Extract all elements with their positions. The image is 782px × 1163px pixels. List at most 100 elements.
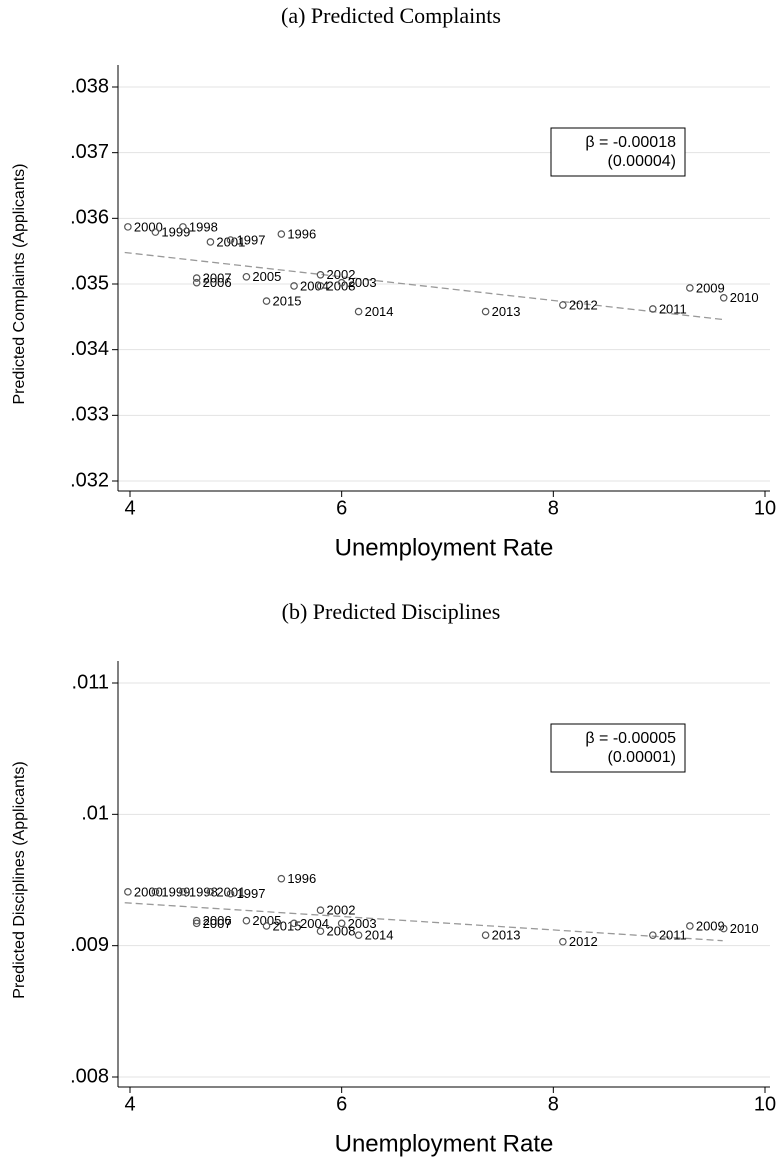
point-label: 2013 <box>492 928 521 943</box>
point-label: 2014 <box>365 928 394 943</box>
point <box>277 874 286 883</box>
point-label: 2010 <box>730 921 759 936</box>
point-label: 1998 <box>189 219 218 234</box>
point-label: 2007 <box>203 271 232 286</box>
annotation-box <box>550 127 686 177</box>
point <box>354 307 363 316</box>
y-axis-label: Predicted Disciplines (Applicants) <box>11 761 28 998</box>
x-tick-label: 10 <box>754 497 776 519</box>
point <box>481 307 490 316</box>
x-tick-label: 6 <box>336 497 347 519</box>
point <box>719 293 728 302</box>
point-label: 2004 <box>300 916 329 931</box>
point <box>277 230 286 238</box>
point-label: 2004 <box>300 278 329 293</box>
point <box>649 305 657 313</box>
point-label: 2002 <box>327 267 356 282</box>
point <box>179 888 187 896</box>
point <box>290 282 298 290</box>
point-label: 2009 <box>696 918 725 933</box>
point-label: 2006 <box>203 275 232 290</box>
point-label: 1996 <box>287 871 316 886</box>
x-tick-label: 4 <box>124 1093 135 1115</box>
point <box>316 927 325 936</box>
point-label: 2010 <box>730 290 759 305</box>
point <box>337 278 346 287</box>
fit-line <box>124 251 723 321</box>
x-axis-label: Unemployment Rate <box>335 1130 554 1157</box>
point-label: 2002 <box>327 903 356 918</box>
point-label: 2006 <box>203 913 232 928</box>
point <box>290 919 298 928</box>
point <box>316 906 325 915</box>
point-label: 2003 <box>348 275 377 290</box>
point <box>179 223 187 231</box>
panel-title: (a) Predicted Complaints <box>281 3 501 28</box>
y-tick-label: .034 <box>70 338 109 360</box>
annotation-se: (0.00001) <box>608 749 677 766</box>
point-label: 2012 <box>569 934 598 949</box>
point-label: 2015 <box>273 294 302 309</box>
x-tick-label: 6 <box>336 1093 347 1115</box>
point <box>192 916 201 925</box>
point-label: 1996 <box>287 227 316 242</box>
point <box>719 924 728 933</box>
annotation-box <box>550 723 686 773</box>
point <box>262 922 271 930</box>
y-tick-label: .035 <box>70 272 109 294</box>
point <box>242 272 251 281</box>
point <box>151 888 160 896</box>
point-label: 2003 <box>348 916 377 931</box>
point <box>226 889 235 898</box>
point-label: 2014 <box>365 304 394 319</box>
point-label: 1997 <box>237 886 266 901</box>
point-label: 2009 <box>696 280 725 295</box>
point <box>559 937 567 946</box>
x-axis-label: Unemployment Rate <box>335 534 554 561</box>
point <box>124 888 132 896</box>
y-tick-label: .032 <box>70 469 109 491</box>
y-tick-label: .008 <box>70 1065 109 1087</box>
y-axis-label: Predicted Complaints (Applicants) <box>11 164 28 405</box>
y-tick-label: .038 <box>70 75 109 97</box>
point-label: 2011 <box>659 928 687 943</box>
fit-line <box>124 902 723 942</box>
point <box>481 931 490 939</box>
point <box>192 278 201 287</box>
point-label: 2007 <box>203 916 232 931</box>
point <box>242 916 251 925</box>
point <box>226 236 235 244</box>
point <box>192 919 201 928</box>
point <box>686 922 694 930</box>
annotation-beta: β = -0.00005 <box>585 730 676 747</box>
point-label: 2011 <box>659 301 687 316</box>
point-label: 2005 <box>252 269 281 284</box>
point <box>686 284 694 292</box>
point-label: 2001 <box>216 884 245 899</box>
y-tick-label: .036 <box>70 207 109 229</box>
y-tick-label: .011 <box>72 671 109 693</box>
point-label: 2013 <box>492 304 521 319</box>
annotation-beta: β = -0.00018 <box>585 134 676 151</box>
x-tick-label: 4 <box>124 497 135 519</box>
y-tick-label: .01 <box>81 803 109 825</box>
point <box>192 274 201 282</box>
y-tick-label: .033 <box>70 404 109 426</box>
point-label: 2015 <box>273 918 302 933</box>
panel-title: (b) Predicted Disciplines <box>282 599 501 624</box>
point-label: 2000 <box>134 219 163 234</box>
y-tick-label: .037 <box>70 141 109 163</box>
point <box>262 297 271 305</box>
point <box>559 301 567 309</box>
point-label: 1997 <box>237 232 266 247</box>
point <box>354 931 363 939</box>
point <box>206 238 215 246</box>
point-label: 2012 <box>569 297 598 312</box>
point <box>649 931 657 939</box>
point <box>151 228 160 236</box>
x-tick-label: 10 <box>754 1093 776 1115</box>
point <box>124 223 132 231</box>
x-tick-label: 8 <box>548 497 559 519</box>
annotation-se: (0.00004) <box>608 153 677 170</box>
